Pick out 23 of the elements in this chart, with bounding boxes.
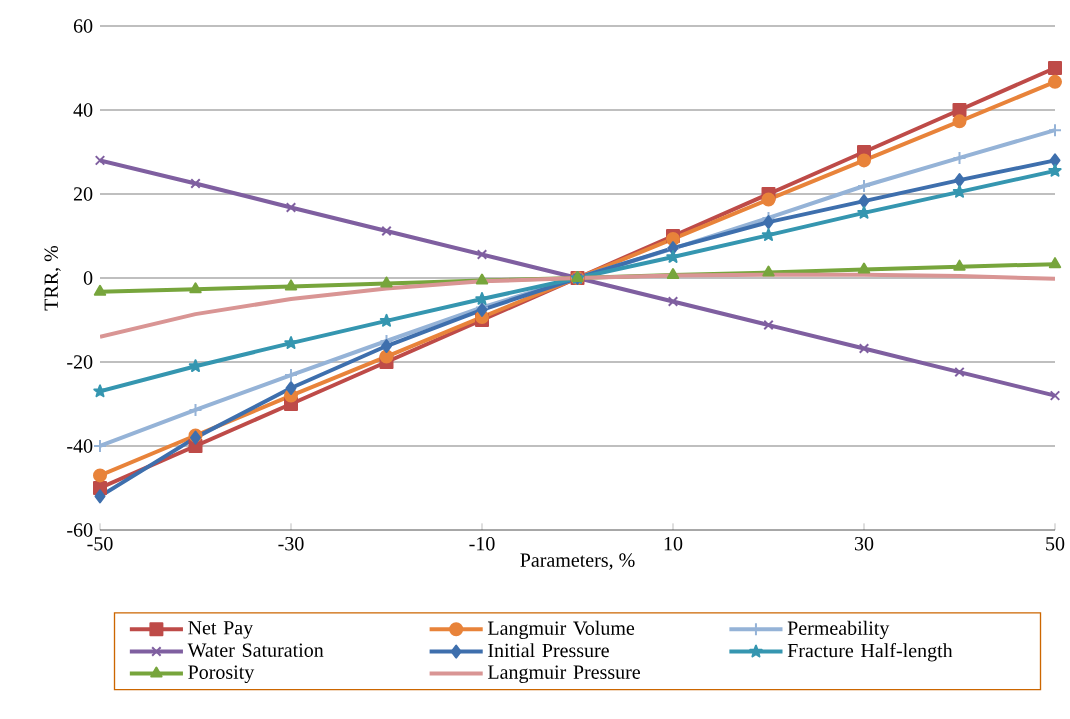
legend-label: Langmuir Volume (487, 620, 635, 639)
x-tick-label: 50 (1046, 536, 1065, 551)
y-tick-label: 40 (73, 103, 93, 117)
legend-label: Permeability (787, 620, 890, 639)
legend-label: Net Pay (188, 621, 254, 639)
x-axis-title: Parameters, % (520, 553, 635, 570)
x-tick-label: 10 (664, 536, 683, 551)
y-tick-label: 0 (83, 271, 93, 285)
legend-label: Initial Pressure (488, 643, 609, 658)
legend-label: Porosity (188, 665, 255, 683)
y-tick-label: -60 (67, 523, 93, 537)
y-tick-label: 60 (73, 19, 93, 33)
legend-label: Water Saturation (187, 643, 324, 657)
y-tick-label: -40 (67, 439, 93, 453)
legend-label: Langmuir Pressure (487, 665, 640, 683)
x-tick-label: 30 (854, 536, 874, 551)
y-axis-title: TRR, % (44, 245, 61, 311)
legend-label: Fracture Half-length (787, 643, 953, 662)
x-tick-label: -30 (278, 536, 304, 551)
y-tick-label: -20 (67, 355, 93, 369)
x-tick-label: -50 (87, 536, 113, 551)
y-tick-label: 20 (73, 187, 93, 201)
x-tick-label: -10 (469, 536, 495, 551)
